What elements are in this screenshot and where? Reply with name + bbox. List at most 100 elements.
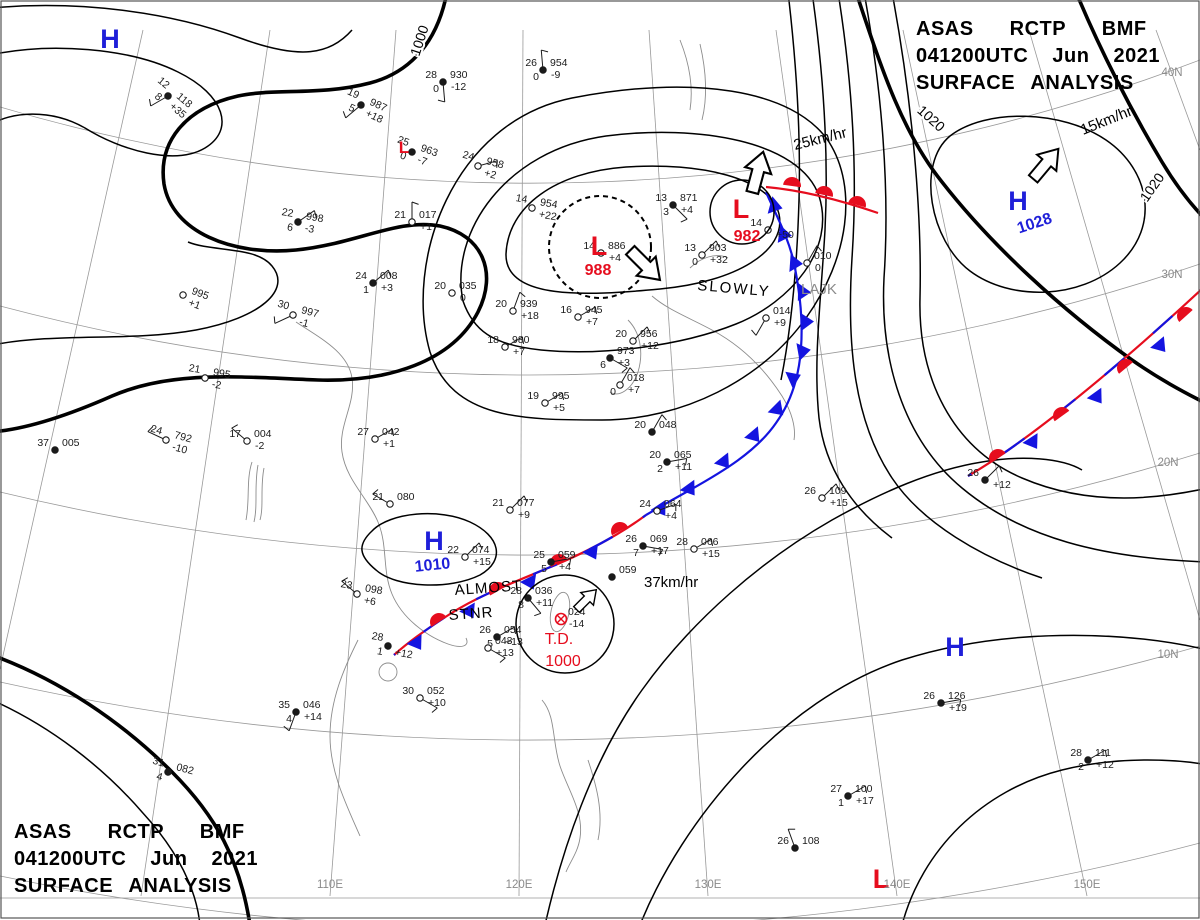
station-circle-icon [506, 506, 514, 514]
svg-text:059: 059 [619, 564, 637, 576]
station-plot: 14 954+22 [515, 192, 559, 223]
svg-text:954: 954 [550, 57, 568, 69]
svg-text:998: 998 [305, 210, 324, 225]
svg-text:-3: -3 [304, 222, 315, 235]
station-circle-icon [408, 148, 416, 156]
svg-text:+15: +15 [473, 556, 491, 568]
station-plot: 19 995+5 [527, 390, 569, 414]
longitude-label: 120E [506, 879, 533, 891]
station-plot: 28 111+12 2 [1070, 747, 1114, 773]
svg-text:0: 0 [692, 256, 698, 268]
svg-text:043: 043 [495, 635, 513, 647]
svg-text:26: 26 [479, 624, 491, 636]
svg-text:048: 048 [659, 419, 677, 431]
station-plot: 27 042+1 [357, 426, 399, 450]
svg-text:30: 30 [276, 298, 291, 313]
station-plot: 13 871+4 3 [655, 192, 698, 223]
product-id: ASAS RCTP BMF [916, 18, 1147, 40]
svg-text:1: 1 [838, 797, 844, 809]
svg-text:20: 20 [434, 280, 446, 292]
latitude-label: 20N [1157, 457, 1178, 469]
svg-text:+1: +1 [383, 438, 395, 450]
svg-text:+9: +9 [774, 317, 786, 329]
svg-text:26: 26 [804, 485, 816, 497]
station-plot: 24 958+2 [461, 149, 505, 182]
station-plot: 26 054+135 [479, 624, 523, 650]
svg-text:31: 31 [151, 755, 166, 770]
station-plot: 21 995-2 [188, 362, 232, 392]
svg-text:+12: +12 [993, 479, 1011, 491]
svg-text:010: 010 [814, 250, 832, 262]
station-plot: 28 +12 1 [371, 630, 414, 661]
station-plot: 20 956+12 [615, 326, 659, 352]
svg-text:12: 12 [155, 75, 172, 92]
station-circle-icon [698, 251, 706, 259]
svg-text:871: 871 [680, 192, 698, 204]
svg-text:080: 080 [397, 491, 415, 503]
station-plot: 27 100+17 1 [830, 783, 874, 809]
svg-text:954: 954 [539, 196, 558, 211]
product-id: ASAS RCTP BMF [14, 821, 245, 843]
svg-text:-12: -12 [451, 81, 466, 93]
svg-text:+3: +3 [381, 282, 393, 294]
station-circle-icon [164, 768, 172, 776]
svg-text:28: 28 [1070, 747, 1082, 759]
svg-text:930: 930 [450, 69, 468, 81]
svg-text:997: 997 [300, 304, 320, 320]
svg-text:23: 23 [340, 578, 354, 592]
station-circle-icon [164, 92, 172, 100]
svg-text:6: 6 [286, 221, 294, 234]
svg-text:939: 939 [520, 298, 538, 310]
svg-text:21: 21 [492, 497, 504, 509]
svg-text:13: 13 [655, 192, 667, 204]
annotation-text: 25km/hr [792, 124, 849, 154]
station-circle-icon [547, 558, 555, 566]
svg-text:-14: -14 [569, 618, 584, 630]
station-circle-icon [539, 66, 547, 74]
svg-text:4: 4 [155, 770, 164, 783]
svg-text:958: 958 [485, 155, 505, 171]
svg-text:042: 042 [382, 426, 400, 438]
svg-text:27: 27 [830, 783, 842, 795]
svg-text:098: 098 [364, 582, 383, 597]
svg-text:+2: +2 [483, 167, 498, 182]
svg-text:036: 036 [535, 585, 553, 597]
svg-text:3: 3 [663, 206, 669, 218]
movement-arrow-icon [738, 147, 778, 197]
station-plot: 24 792-10 [147, 423, 193, 457]
station-plot: 26 126+19 [923, 690, 967, 714]
svg-text:+18: +18 [521, 310, 539, 322]
svg-text:886: 886 [608, 240, 626, 252]
station-plot: 17 004-2 [229, 424, 272, 452]
station-circle-icon [663, 458, 671, 466]
annotations-layer: SLOWLY 25km/hr 15km/hr 37km/hr ALMOST STNR LAJ… [405, 21, 1170, 624]
station-circle-icon [541, 399, 549, 407]
svg-text:052: 052 [427, 685, 445, 697]
svg-text:074: 074 [472, 544, 490, 556]
station-plot: 20 939+18 [495, 291, 539, 322]
station-circle-icon [690, 545, 698, 553]
svg-text:069: 069 [650, 533, 668, 545]
svg-text:25: 25 [533, 549, 545, 561]
station-plot: 25 059+4 5 [533, 549, 575, 575]
svg-text:5: 5 [487, 638, 493, 650]
high-center-symbol: H [424, 526, 444, 556]
svg-text:+3: +3 [618, 357, 630, 369]
station-plot: 059 [608, 564, 637, 581]
valid-time: 041200UTC Jun 2021 [916, 45, 1161, 67]
station-circle-icon [648, 428, 656, 436]
svg-text:963: 963 [419, 142, 440, 159]
station-plot: 13 903+32 0 [684, 240, 728, 268]
station-circle-icon [353, 590, 361, 598]
svg-text:+15: +15 [830, 497, 848, 509]
svg-text:0: 0 [460, 292, 466, 304]
svg-text:20: 20 [649, 449, 661, 461]
svg-text:+22: +22 [538, 208, 558, 223]
svg-text:5: 5 [347, 102, 358, 115]
svg-text:+12: +12 [394, 646, 414, 661]
svg-text:2: 2 [1078, 761, 1084, 773]
station-plot: 22 998-3 6 [281, 206, 325, 236]
svg-text:0: 0 [610, 386, 616, 398]
station-plot: 24 064+4 [639, 498, 681, 522]
